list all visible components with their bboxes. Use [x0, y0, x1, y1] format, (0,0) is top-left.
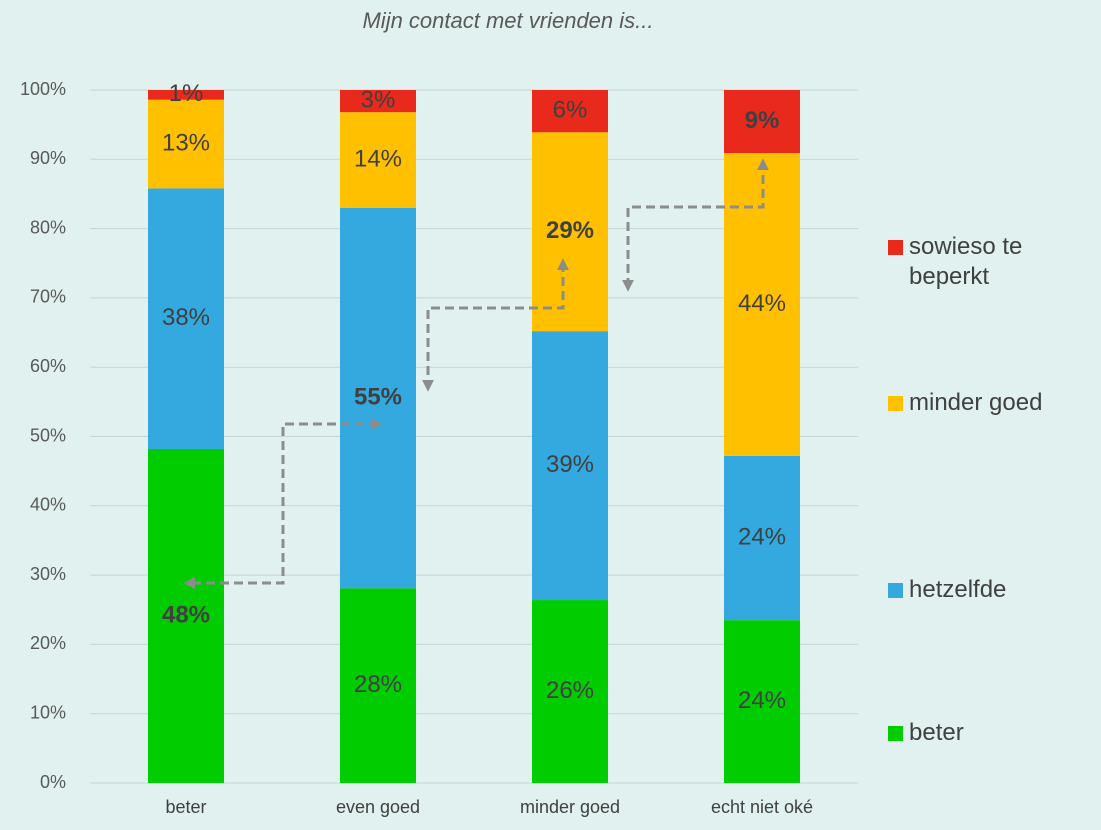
bar-segment: [532, 600, 608, 783]
legend-swatch: [888, 396, 903, 411]
legend-label: sowieso te beperkt: [909, 233, 1023, 290]
legend-swatch: [888, 240, 903, 255]
bar-segment: [340, 588, 416, 783]
bar-segment: [724, 455, 800, 621]
y-tick-label: 70%: [30, 287, 66, 307]
x-tick-label: minder goed: [520, 797, 620, 817]
legend-item: hetzelfde: [888, 575, 1098, 605]
y-tick-label: 30%: [30, 564, 66, 584]
y-tick-label: 40%: [30, 495, 66, 515]
arrow: [622, 158, 769, 292]
data-label: 3%: [361, 86, 396, 113]
bar-segment: [724, 90, 800, 154]
bar-segment: [340, 112, 416, 208]
data-label: 38%: [162, 304, 210, 331]
arrows: [183, 158, 769, 589]
y-tick-label: 20%: [30, 633, 66, 653]
legend-label: hetzelfde: [909, 576, 1007, 603]
bar-segment: [148, 90, 224, 100]
legend-swatch: [888, 583, 903, 598]
data-label: 9%: [745, 107, 780, 134]
data-label: 55%: [354, 383, 402, 410]
x-tick-label: echt niet oké: [711, 797, 813, 817]
data-label: 26%: [546, 677, 594, 704]
bar-segment: [532, 90, 608, 133]
legend-item: sowieso te beperkt: [888, 232, 1098, 292]
legend-item: beter: [888, 718, 1098, 748]
data-label: 29%: [546, 217, 594, 244]
y-tick-label: 60%: [30, 356, 66, 376]
y-tick-label: 0%: [40, 772, 66, 792]
legend-item: minder goed: [888, 388, 1098, 418]
data-label: 14%: [354, 145, 402, 172]
legend-swatch: [888, 726, 903, 741]
y-tick-label: 50%: [30, 425, 66, 445]
data-label: 24%: [738, 523, 786, 550]
arrow: [422, 258, 569, 392]
data-label: 44%: [738, 290, 786, 317]
data-label: 13%: [162, 129, 210, 156]
x-tick-label: beter: [165, 797, 206, 817]
data-label: 48%: [162, 601, 210, 628]
arrow: [183, 418, 383, 589]
bar-segment: [148, 188, 224, 449]
y-tick-label: 10%: [30, 702, 66, 722]
y-tick-label: 80%: [30, 217, 66, 237]
legend-label: minder goed: [909, 389, 1043, 416]
chart-title: Mijn contact met vrienden is...: [362, 8, 653, 33]
bar-segment: [724, 620, 800, 783]
y-tick-label: 90%: [30, 148, 66, 168]
x-tick-label: even goed: [336, 797, 420, 817]
y-tick-label: 100%: [20, 79, 66, 99]
bar-segment: [340, 90, 416, 113]
legend-label: beter: [909, 719, 964, 746]
data-label: 1%: [169, 80, 204, 107]
data-label: 28%: [354, 671, 402, 698]
data-label: 24%: [738, 687, 786, 714]
data-label: 6%: [553, 96, 588, 123]
data-label: 39%: [546, 451, 594, 478]
bar-segment: [148, 99, 224, 189]
